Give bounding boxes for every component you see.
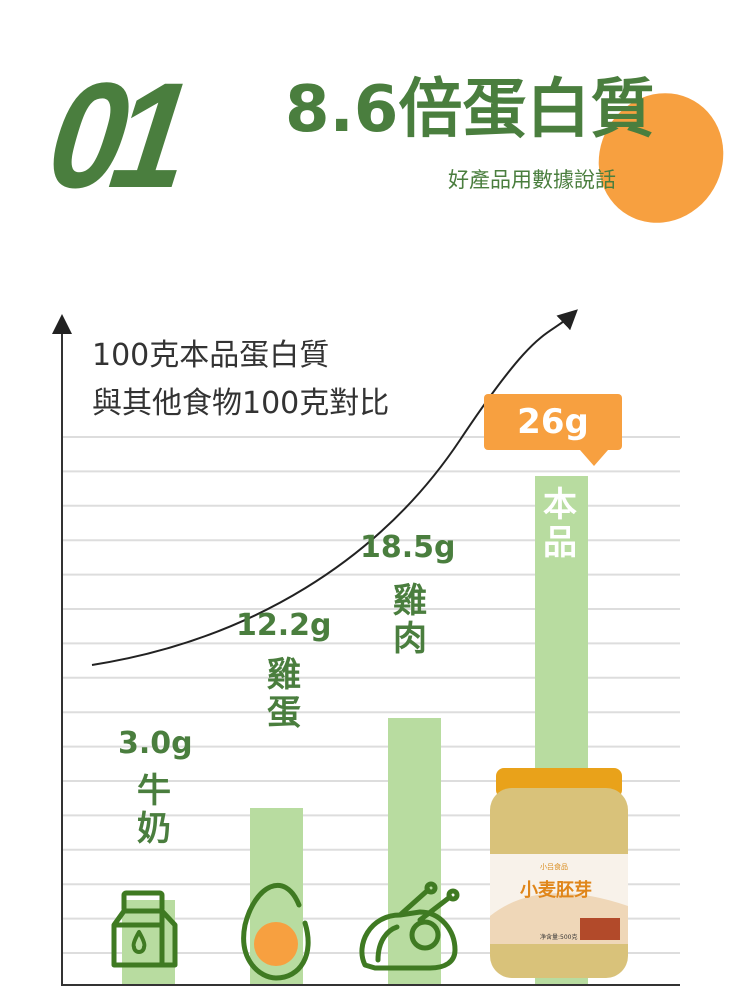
category-label-chicken: 雞肉 (393, 581, 427, 659)
category-label-product: 本品 (543, 485, 577, 563)
product-net-weight: 净含量:500克 (540, 934, 578, 941)
product-name: 小麦胚芽 (520, 880, 592, 901)
chart-note-line-2: 與其他食物100克對比 (92, 386, 390, 421)
chicken-icon (359, 881, 460, 971)
value-label-chicken: 18.5g (360, 530, 456, 565)
category-label-milk: 牛奶 (137, 771, 171, 849)
egg-icon (241, 882, 311, 981)
category-label-egg: 雞蛋 (267, 655, 301, 733)
trend-arrow (91, 309, 578, 666)
value-callout-product: 26g (484, 394, 622, 466)
product-jar-image: 小吕食品 小麦胚芽 净含量:500克 (480, 766, 638, 982)
page-title: 8.6倍蛋白質 (285, 73, 655, 147)
page-subtitle: 好產品用數據說話 (448, 168, 616, 192)
value-label-milk: 3.0g (118, 726, 193, 761)
value-label-egg: 12.2g (236, 608, 332, 643)
chart-note-line-1: 100克本品蛋白質 (92, 338, 330, 373)
milk-carton-icon (111, 890, 178, 968)
product-brand: 小吕食品 (540, 863, 568, 871)
